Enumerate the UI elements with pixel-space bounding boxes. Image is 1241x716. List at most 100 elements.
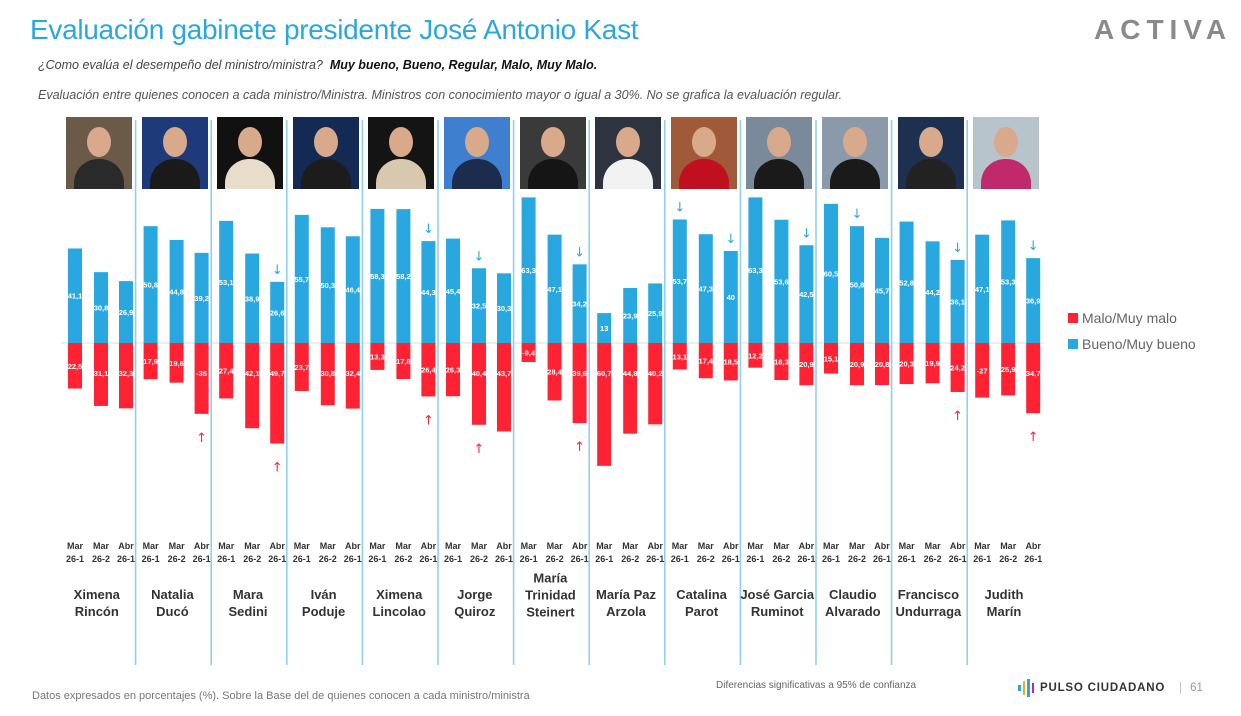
bar-malo [799,343,814,386]
period-tick-wave: 26-2 [470,554,488,564]
period-tick-month: Mar [823,541,840,551]
bar-malo [396,343,411,380]
data-label-bueno: 13 [600,324,608,333]
period-tick-month: Mar [395,541,412,551]
data-label-bueno: 42,5 [799,290,814,299]
bar-bueno [925,241,940,343]
period-tick-wave: 26-1 [746,554,764,564]
bar-malo [421,343,436,397]
period-tick-month: Mar [93,541,110,551]
period-tick-wave: 26-1 [66,554,84,564]
bar-bueno [672,219,687,343]
period-tick-wave: 26-1 [368,554,386,564]
data-label-malo: 12,2 [748,351,763,360]
data-label-bueno: 40 [727,293,735,302]
data-label-bueno: 36,9 [1026,297,1041,306]
minister-name: María [533,571,568,586]
period-tick-wave: 26-1 [873,554,891,564]
period-tick-wave: 26-2 [168,554,186,564]
period-tick-month: Mar [773,541,790,551]
period-tick-month: Abr [572,541,588,551]
pulso-ciudadano-brand: PULSO CIUDADANO | 61 [1018,679,1203,697]
bar-malo [1001,343,1016,396]
significant-increase-arrow-icon: ↑ [474,442,485,457]
bar-malo [169,343,184,383]
data-label-malo: -9,4 [522,349,536,358]
period-tick-wave: 26-1 [1024,554,1042,564]
data-label-bueno: 63,3 [748,266,763,275]
data-label-malo: 15,1 [824,354,839,363]
period-tick-month: Mar [622,541,639,551]
period-tick-month: Mar [320,541,337,551]
period-tick-month: Mar [294,541,311,551]
period-tick-month: Mar [899,541,916,551]
minister-name: Parot [685,604,719,619]
data-label-malo: 20,8 [875,360,890,369]
significant-decrease-arrow-icon: ↓ [423,222,434,237]
significant-increase-arrow-icon: ↑ [196,431,207,446]
bar-bueno [370,208,385,343]
minister-name: Ximena [376,587,423,602]
data-label-bueno: 25,9 [648,309,663,318]
significant-decrease-arrow-icon: ↓ [1028,239,1039,254]
bar-malo [294,343,309,391]
data-label-bueno: 58,2 [396,272,411,281]
bar-bueno [521,197,536,343]
bar-malo [623,343,638,434]
period-tick-month: Mar [521,541,538,551]
data-label-bueno: 46,4 [345,286,360,295]
bar-malo [143,343,158,380]
bar-bueno [194,252,209,343]
bar-bueno [1001,220,1016,343]
significant-decrease-arrow-icon: ↓ [674,200,685,215]
legend-item-bueno: Bueno/Muy bueno [1068,336,1196,352]
bar-malo [572,343,587,424]
period-tick-month: Mar [747,541,764,551]
bar-bueno [850,226,864,343]
period-tick-month: Abr [118,541,134,551]
bar-bueno [119,281,133,343]
bar-malo [472,343,486,425]
period-tick-wave: 26-2 [999,554,1017,564]
bar-malo [245,343,260,429]
minister-name: Trinidad [525,588,576,603]
bar-bueno [824,203,838,343]
legend-label-bueno: Bueno/Muy bueno [1082,336,1196,352]
minister-photo [973,117,1040,189]
bar-malo [597,343,612,466]
data-label-bueno: 44,2 [925,288,940,297]
data-label-malo: 13,3 [370,352,385,361]
bar-malo [950,343,965,392]
data-label-bueno: 45,4 [446,287,461,296]
minister-name: María Paz [596,587,656,602]
data-label-bueno: 44,8 [169,287,184,296]
period-tick-month: Abr [345,541,361,551]
bar-malo [446,343,460,397]
period-tick-wave: 26-2 [319,554,337,564]
bar-malo [824,343,838,374]
legend-label-malo: Malo/Muy malo [1082,310,1177,326]
period-tick-wave: 26-2 [394,554,412,564]
period-tick-wave: 26-1 [595,554,613,564]
period-tick-wave: 26-1 [495,554,513,564]
minister-photo [519,117,586,189]
base-note: Datos expresados en porcentajes (%). Sob… [32,690,530,702]
data-label-bueno: 58,3 [370,272,385,281]
legend-swatch-malo [1068,313,1078,323]
period-tick-month: Abr [496,541,512,551]
bar-malo [723,343,738,381]
period-tick-wave: 26-1 [822,554,840,564]
minister-photo [66,117,132,189]
data-label-bueno: 26,6 [270,308,285,317]
data-label-malo: 24,2 [950,363,965,372]
bar-malo [320,343,335,406]
brand-name: PULSO CIUDADANO [1040,682,1166,694]
pulso-logo-icon [1018,679,1034,697]
data-label-malo: 32,3 [119,369,134,378]
answer-options: Muy bueno, Bueno, Regular, Malo, Muy Mal… [329,58,598,72]
data-label-malo: 49,7 [270,369,285,378]
legend: Malo/Muy malo Bueno/Muy bueno [1068,310,1196,362]
data-label-malo: 40,2 [648,369,663,378]
minister-name: Ximena [74,587,121,602]
period-tick-month: Abr [269,541,285,551]
